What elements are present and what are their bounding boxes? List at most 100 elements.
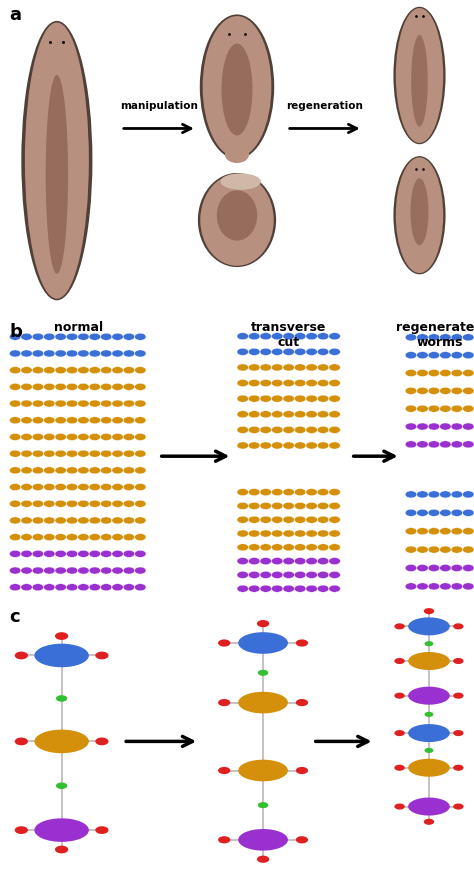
Ellipse shape [34,730,89,753]
Circle shape [15,737,28,745]
Circle shape [260,426,272,433]
Circle shape [405,510,417,517]
Circle shape [329,395,340,402]
Circle shape [294,379,306,386]
Circle shape [329,558,340,565]
Circle shape [294,426,306,433]
Circle shape [453,658,464,664]
Circle shape [55,400,66,407]
Circle shape [306,558,318,565]
Circle shape [55,517,66,524]
Circle shape [9,334,21,341]
Circle shape [89,550,100,557]
Circle shape [294,364,306,371]
Circle shape [463,546,474,554]
Circle shape [318,530,329,537]
Circle shape [55,583,66,590]
Circle shape [78,533,89,540]
Circle shape [135,533,146,540]
Circle shape [15,651,28,659]
Circle shape [318,426,329,433]
Circle shape [453,730,464,737]
Circle shape [248,333,260,340]
Circle shape [112,334,123,341]
Circle shape [218,699,230,706]
Circle shape [405,546,417,554]
Circle shape [306,585,318,592]
Circle shape [417,528,428,535]
Circle shape [439,528,451,535]
Circle shape [318,348,329,356]
Circle shape [21,434,32,440]
Circle shape [439,423,451,430]
Circle shape [260,488,272,495]
Circle shape [100,434,112,440]
Circle shape [248,395,260,402]
Circle shape [135,467,146,473]
Circle shape [463,510,474,517]
Circle shape [78,417,89,424]
Circle shape [55,500,66,507]
Circle shape [89,350,100,357]
Circle shape [439,334,451,341]
Circle shape [451,510,463,517]
Circle shape [21,400,32,407]
Circle shape [258,670,268,676]
Circle shape [283,333,294,340]
Circle shape [21,367,32,374]
Circle shape [417,564,428,571]
Circle shape [405,423,417,430]
Circle shape [318,517,329,524]
Circle shape [318,585,329,592]
Circle shape [44,384,55,391]
Circle shape [44,367,55,374]
Circle shape [100,350,112,357]
Circle shape [89,367,100,374]
Text: manipulation: manipulation [120,101,198,111]
Circle shape [44,550,55,557]
Ellipse shape [202,16,271,158]
Circle shape [428,491,439,498]
Circle shape [78,367,89,374]
Circle shape [439,405,451,412]
Circle shape [294,571,306,578]
Circle shape [260,333,272,340]
Circle shape [417,370,428,377]
Circle shape [100,567,112,574]
Circle shape [451,387,463,394]
Circle shape [428,510,439,517]
Circle shape [123,400,135,407]
Circle shape [451,334,463,341]
Circle shape [394,658,405,664]
Circle shape [44,484,55,490]
Circle shape [44,434,55,440]
Circle shape [9,550,21,557]
Circle shape [439,583,451,590]
Text: regeneration: regeneration [286,101,363,111]
Circle shape [318,379,329,386]
Circle shape [272,333,283,340]
Circle shape [21,517,32,524]
Circle shape [417,334,428,341]
Circle shape [451,546,463,554]
Circle shape [55,367,66,374]
Ellipse shape [408,652,450,670]
Circle shape [248,585,260,592]
Circle shape [318,364,329,371]
Circle shape [78,400,89,407]
Circle shape [100,451,112,457]
Circle shape [78,467,89,473]
Circle shape [78,484,89,490]
Circle shape [21,467,32,473]
Circle shape [89,400,100,407]
Circle shape [439,441,451,448]
Circle shape [89,583,100,590]
Circle shape [32,350,44,357]
Circle shape [428,441,439,448]
Circle shape [112,384,123,391]
Circle shape [283,530,294,537]
Circle shape [21,550,32,557]
Circle shape [78,567,89,574]
Circle shape [296,766,308,774]
Circle shape [135,434,146,440]
